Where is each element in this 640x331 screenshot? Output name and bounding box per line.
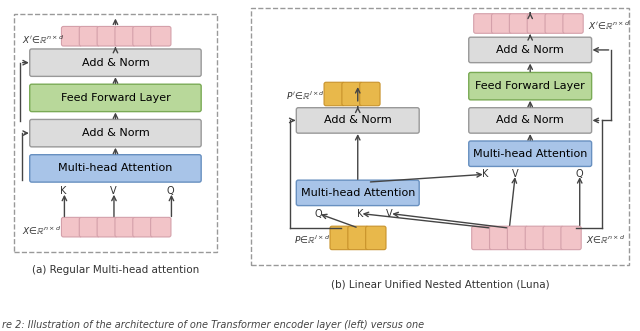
FancyBboxPatch shape <box>490 226 510 250</box>
Text: Multi-head Attention: Multi-head Attention <box>58 164 173 173</box>
FancyBboxPatch shape <box>115 217 135 237</box>
FancyBboxPatch shape <box>29 155 201 182</box>
FancyBboxPatch shape <box>365 226 386 250</box>
Bar <box>14 14 217 252</box>
Text: $X' \!\in\! \mathbb{R}^{n \times d}$: $X' \!\in\! \mathbb{R}^{n \times d}$ <box>22 33 64 46</box>
FancyBboxPatch shape <box>97 217 117 237</box>
Text: Add & Norm: Add & Norm <box>81 58 149 68</box>
FancyBboxPatch shape <box>29 84 201 112</box>
FancyBboxPatch shape <box>132 26 153 46</box>
FancyBboxPatch shape <box>348 226 368 250</box>
FancyBboxPatch shape <box>508 226 528 250</box>
FancyBboxPatch shape <box>150 217 171 237</box>
FancyBboxPatch shape <box>296 180 419 206</box>
Text: Feed Forward Layer: Feed Forward Layer <box>476 81 585 91</box>
FancyBboxPatch shape <box>509 14 530 33</box>
Text: V: V <box>109 186 116 196</box>
Text: Add & Norm: Add & Norm <box>81 128 149 138</box>
Text: Add & Norm: Add & Norm <box>324 116 392 125</box>
Text: $X \!\in\! \mathbb{R}^{n \times d}$: $X \!\in\! \mathbb{R}^{n \times d}$ <box>586 234 625 246</box>
FancyBboxPatch shape <box>296 108 419 133</box>
FancyBboxPatch shape <box>545 14 565 33</box>
FancyBboxPatch shape <box>527 14 548 33</box>
FancyBboxPatch shape <box>563 14 583 33</box>
Text: Multi-head Attention: Multi-head Attention <box>473 149 588 159</box>
FancyBboxPatch shape <box>468 72 591 100</box>
FancyBboxPatch shape <box>132 217 153 237</box>
FancyBboxPatch shape <box>468 37 591 63</box>
FancyBboxPatch shape <box>561 226 581 250</box>
Text: Add & Norm: Add & Norm <box>496 116 564 125</box>
Text: $P' \!\in\! \mathbb{R}^{l \times d}$: $P' \!\in\! \mathbb{R}^{l \times d}$ <box>286 90 325 103</box>
Bar <box>251 8 629 265</box>
FancyBboxPatch shape <box>525 226 545 250</box>
FancyBboxPatch shape <box>543 226 563 250</box>
Text: Q: Q <box>314 209 322 218</box>
FancyBboxPatch shape <box>324 82 344 106</box>
FancyBboxPatch shape <box>29 49 201 76</box>
Text: $X' \!\in\! \mathbb{R}^{n \times d}$: $X' \!\in\! \mathbb{R}^{n \times d}$ <box>588 20 630 32</box>
Text: K: K <box>356 209 363 218</box>
FancyBboxPatch shape <box>342 82 362 106</box>
Text: $X \!\in\! \mathbb{R}^{n \times d}$: $X \!\in\! \mathbb{R}^{n \times d}$ <box>22 224 61 237</box>
Text: Q: Q <box>576 169 584 179</box>
Text: V: V <box>512 169 518 179</box>
Text: Multi-head Attention: Multi-head Attention <box>301 188 415 198</box>
Text: (a) Regular Multi-head attention: (a) Regular Multi-head attention <box>32 265 199 275</box>
FancyBboxPatch shape <box>492 14 512 33</box>
FancyBboxPatch shape <box>468 141 591 166</box>
FancyBboxPatch shape <box>61 26 82 46</box>
FancyBboxPatch shape <box>79 217 100 237</box>
FancyBboxPatch shape <box>468 108 591 133</box>
FancyBboxPatch shape <box>29 119 201 147</box>
FancyBboxPatch shape <box>474 14 494 33</box>
Text: Q: Q <box>166 186 174 196</box>
FancyBboxPatch shape <box>115 26 135 46</box>
FancyBboxPatch shape <box>150 26 171 46</box>
Text: (b) Linear Unified Nested Attention (Luna): (b) Linear Unified Nested Attention (Lun… <box>331 279 549 289</box>
FancyBboxPatch shape <box>79 26 100 46</box>
FancyBboxPatch shape <box>330 226 350 250</box>
Text: K: K <box>60 186 67 196</box>
FancyBboxPatch shape <box>61 217 82 237</box>
Text: Add & Norm: Add & Norm <box>496 45 564 55</box>
FancyBboxPatch shape <box>472 226 492 250</box>
Text: re 2: Illustration of the architecture of one Transformer encoder layer (left) v: re 2: Illustration of the architecture o… <box>2 320 424 330</box>
Text: K: K <box>483 169 489 179</box>
FancyBboxPatch shape <box>97 26 117 46</box>
Text: $P \!\in\! \mathbb{R}^{l \times d}$: $P \!\in\! \mathbb{R}^{l \times d}$ <box>294 234 330 246</box>
Text: Feed Forward Layer: Feed Forward Layer <box>61 93 170 103</box>
Text: V: V <box>386 209 393 218</box>
FancyBboxPatch shape <box>360 82 380 106</box>
